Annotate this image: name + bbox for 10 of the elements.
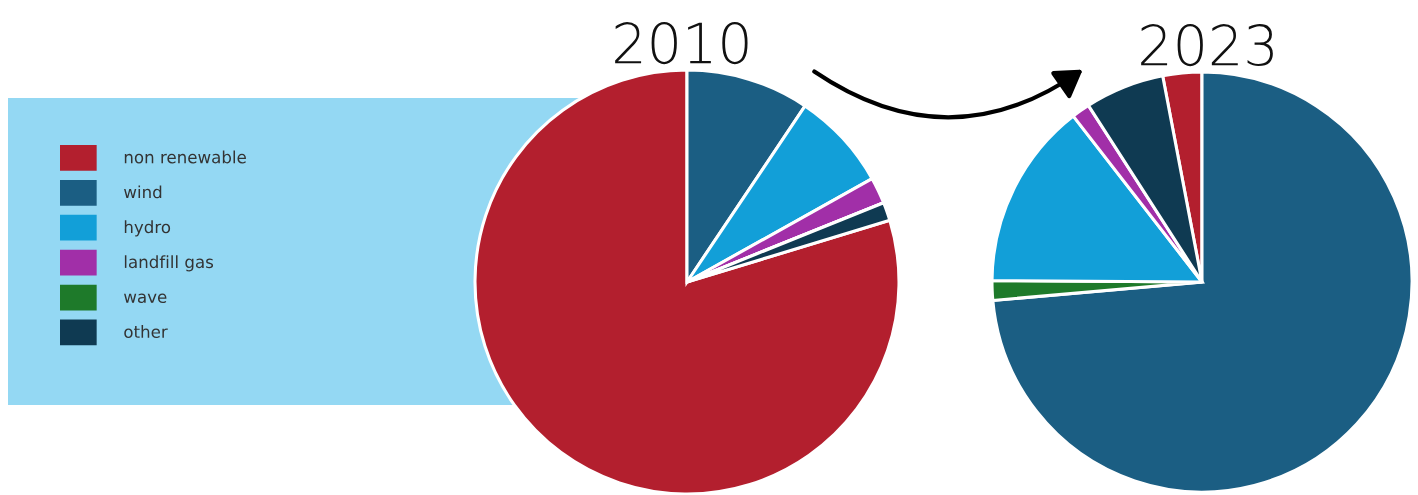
legend-label: wind [124, 185, 162, 199]
chart-title: 2010 [615, 22, 748, 65]
legend-label: other [124, 325, 168, 338]
legend-label: hydro [124, 220, 171, 237]
pie-slice [473, 68, 901, 495]
legend-label: landfill gas [124, 255, 214, 272]
chart-title: 2023 [1141, 24, 1273, 67]
pie-slice [991, 70, 1414, 494]
legend-label: non renewable [124, 150, 246, 164]
legend-label: wave [124, 293, 167, 304]
